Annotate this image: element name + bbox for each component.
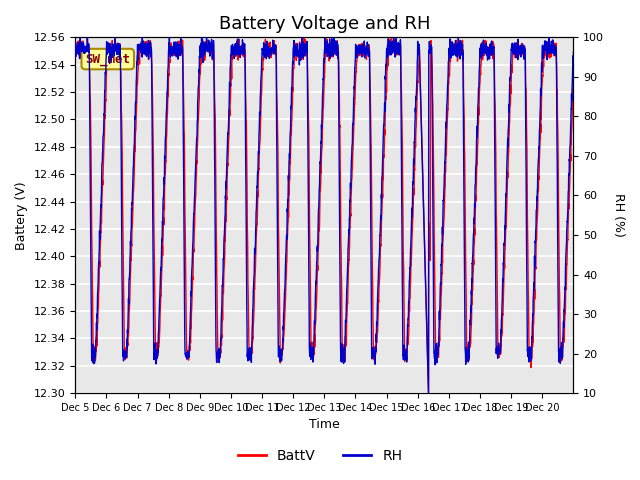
Legend: BattV, RH: BattV, RH: [232, 443, 408, 468]
Y-axis label: Battery (V): Battery (V): [15, 181, 28, 250]
X-axis label: Time: Time: [309, 419, 340, 432]
Y-axis label: RH (%): RH (%): [612, 193, 625, 237]
Text: SW_met: SW_met: [85, 52, 131, 66]
Title: Battery Voltage and RH: Battery Voltage and RH: [219, 15, 430, 33]
